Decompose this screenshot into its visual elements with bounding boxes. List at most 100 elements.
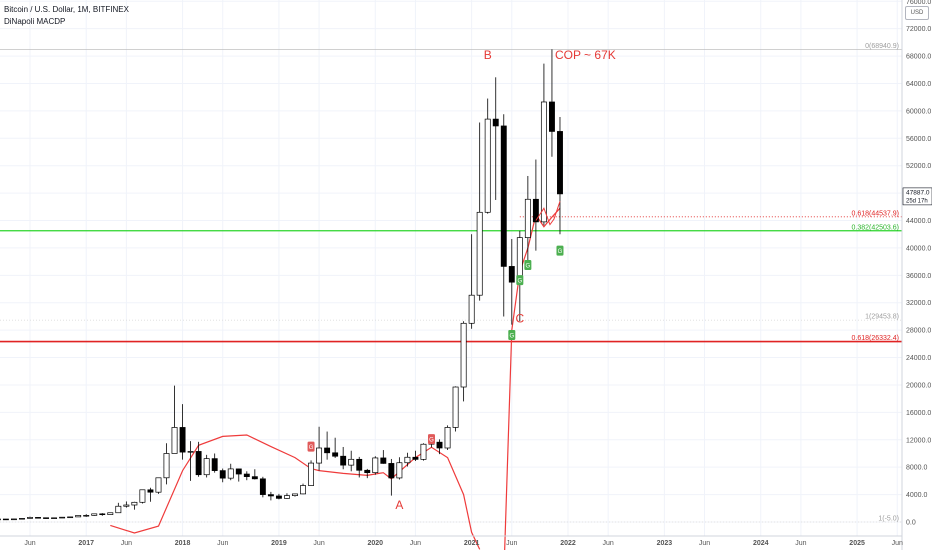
time-tick-label: Jun <box>795 540 806 547</box>
candle-body <box>99 513 106 515</box>
marker-text: G <box>429 438 434 444</box>
marker-box <box>307 441 315 452</box>
candle-body <box>356 458 363 471</box>
candle-body <box>195 451 202 476</box>
price-tick-label: 76000.0 <box>906 0 931 6</box>
candle-body <box>460 322 467 388</box>
candle-body <box>163 453 170 479</box>
candle-body <box>107 512 114 515</box>
candle-body <box>171 427 178 454</box>
candle-body <box>43 517 50 519</box>
projection-zigzag <box>535 201 561 226</box>
candle-body <box>91 513 98 516</box>
candle-body <box>388 463 395 479</box>
candle-body <box>284 495 290 499</box>
price-tick-label: 56000.0 <box>906 136 931 143</box>
time-tick-label: 2023 <box>657 540 673 547</box>
candle-body <box>420 443 427 460</box>
marker-box <box>524 260 532 271</box>
price-axis[interactable]: 0.0 4000.0 8000.0 12000.0 16000.0 20000.0 2400… <box>901 0 931 550</box>
candle-body <box>275 495 282 499</box>
candle-body <box>179 427 186 453</box>
price-tick-label: 8000.0 <box>906 465 928 472</box>
candle-body <box>436 441 443 449</box>
indicator-title[interactable]: DiNapoli MACDP <box>4 17 66 26</box>
candle-body <box>59 516 66 519</box>
marker-text: G <box>517 279 522 285</box>
price-tick-label: 68000.0 <box>906 54 931 61</box>
price-tag-box <box>902 187 932 206</box>
time-tick-label: Jun <box>410 540 421 547</box>
candle-body <box>500 125 507 267</box>
candles <box>0 49 563 521</box>
candle-body <box>292 493 298 496</box>
candle-body <box>444 427 451 449</box>
candle-body <box>396 462 403 479</box>
price-tick-label: 4000.0 <box>906 492 928 499</box>
time-tick-label: 2017 <box>78 540 94 547</box>
candle-body <box>364 469 371 474</box>
wave-annotations: A B C COP ~ 67K <box>395 48 615 512</box>
time-axis[interactable]: Jun 2017 Jun 2018 Jun 2019 Jun 2020 Jun 2021 Jun 20… <box>0 535 903 547</box>
price-tick-label: 16000.0 <box>906 410 931 417</box>
macd-line <box>110 207 561 550</box>
candle-body <box>243 473 250 477</box>
candle-body <box>227 468 234 479</box>
candle-body <box>316 447 323 464</box>
symbol-title[interactable]: Bitcoin / U.S. Dollar, 1M, BITFINEX <box>4 5 129 14</box>
time-tick-label: 2021 <box>464 540 480 547</box>
candle-body <box>484 118 491 213</box>
candle-body <box>372 457 379 474</box>
time-tick-label: Jun <box>121 540 132 547</box>
candle-body <box>508 266 515 283</box>
price-tick-label: 40000.0 <box>906 245 931 252</box>
time-tick-label: 2018 <box>175 540 191 547</box>
level-label: 1(-5.0) <box>878 516 899 523</box>
candle-body <box>75 515 82 518</box>
candle-body <box>2 518 9 521</box>
level-label: 0.382(42503.6) <box>852 224 899 231</box>
price-tick-label: 64000.0 <box>906 81 931 88</box>
currency-label[interactable]: USD <box>905 6 929 20</box>
candle-body <box>187 451 194 453</box>
g-signal-marker: G <box>307 441 315 452</box>
g-signal-marker: G <box>524 260 532 271</box>
candle-body <box>259 478 266 495</box>
g-signal-marker: G <box>428 434 435 445</box>
chart-legend: Bitcoin / U.S. Dollar, 1M, BITFINEX DiNa… <box>4 4 129 28</box>
candle-body <box>452 386 459 428</box>
annotation-cop67k: COP ~ 67K <box>555 48 616 62</box>
price-tag-countdown: 25d 17h <box>906 198 928 204</box>
time-tick-label: 2025 <box>849 540 865 547</box>
time-tick-label: 2019 <box>271 540 287 547</box>
marker-text: G <box>309 445 314 451</box>
candle-body <box>131 501 138 506</box>
candle-body <box>19 518 25 520</box>
g-signal-marker: G <box>516 275 524 286</box>
candle-body <box>324 447 331 454</box>
candle-body <box>532 198 539 223</box>
candle-body <box>340 455 347 466</box>
annotation-a: A <box>395 498 403 512</box>
time-tick-label: Jun <box>892 540 903 547</box>
price-tick-label: 36000.0 <box>906 273 931 280</box>
chart-grid <box>0 0 902 536</box>
time-tick-label: Jun <box>313 540 324 547</box>
price-tick-label: 32000.0 <box>906 300 931 307</box>
candle-body <box>51 517 58 519</box>
time-tick-label: Jun <box>217 540 228 547</box>
price-tick-label: 20000.0 <box>906 382 931 389</box>
candle-body <box>308 462 315 486</box>
price-tick-label: 52000.0 <box>906 163 931 170</box>
annotation-b: B <box>484 48 492 62</box>
marker-box <box>556 245 564 256</box>
candle-body <box>251 476 258 480</box>
candle-body <box>139 489 146 503</box>
macd-segment <box>504 207 561 550</box>
time-tick-label: 2020 <box>368 540 384 547</box>
marker-box <box>508 329 516 340</box>
price-tick-label: 60000.0 <box>906 108 931 115</box>
candle-body <box>67 516 74 519</box>
candle-body <box>476 211 483 296</box>
